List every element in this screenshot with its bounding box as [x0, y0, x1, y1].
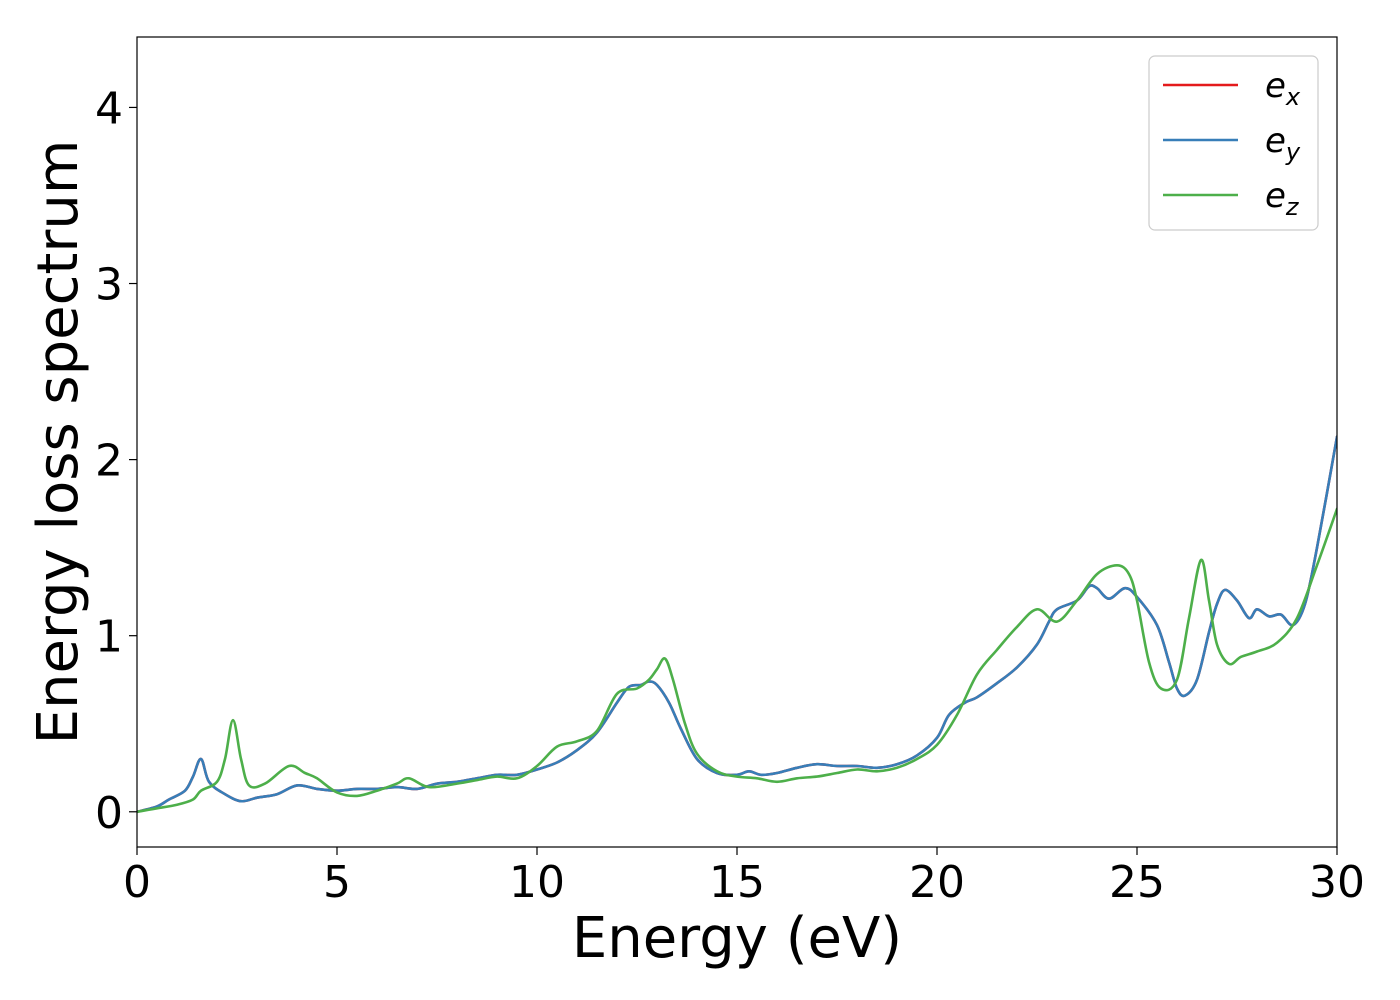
x-tick-label: 0 [123, 857, 151, 908]
y-tick-label: 4 [95, 83, 123, 134]
y-axis: 0 1 2 3 4 [95, 83, 137, 839]
x-tick-label: 20 [909, 857, 965, 908]
y-tick-label: 1 [95, 612, 123, 663]
plot-lines [137, 435, 1337, 814]
x-tick-label: 30 [1309, 857, 1365, 908]
x-tick-label: 15 [709, 857, 765, 908]
x-tick-label: 25 [1109, 857, 1165, 908]
series-line-e-z [137, 507, 1337, 814]
legend-box [1148, 55, 1319, 231]
legend-label-e-z: ez [1265, 176, 1300, 221]
x-tick-label: 10 [509, 857, 565, 908]
x-axis: 0 5 10 15 20 25 30 [123, 847, 1365, 908]
y-tick-label: 3 [95, 260, 123, 311]
series-line-e-y [137, 435, 1337, 814]
y-axis-label: Energy loss spectrum [26, 140, 91, 745]
x-tick-label: 5 [323, 857, 351, 908]
y-tick-label: 0 [95, 788, 123, 839]
x-axis-label: Energy (eV) [572, 906, 902, 971]
y-tick-label: 2 [95, 436, 123, 487]
